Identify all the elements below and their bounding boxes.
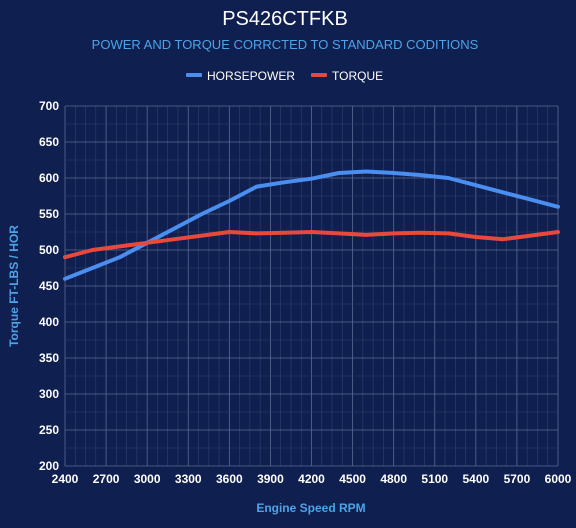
x-tick-label: 6000	[545, 472, 572, 486]
legend-swatch	[311, 73, 327, 77]
x-tick-label: 5400	[462, 472, 489, 486]
y-tick-label: 350	[39, 351, 59, 365]
y-axis-label: Torque FT-LBS / HOR	[7, 225, 21, 347]
y-tick-label: 200	[39, 459, 59, 473]
legend-label: TORQUE	[332, 69, 383, 83]
y-tick-label: 500	[39, 243, 59, 257]
x-axis-label: Engine Speed RPM	[256, 501, 365, 515]
chart-subtitle: POWER AND TORQUE CORRCTED TO STANDARD CO…	[92, 37, 479, 52]
legend-item-torque[interactable]: TORQUE	[311, 69, 383, 83]
x-tick-label: 4500	[339, 472, 366, 486]
y-tick-label: 650	[39, 135, 59, 149]
x-tick-label: 3000	[134, 472, 161, 486]
x-tick-label: 4200	[298, 472, 325, 486]
series-line-torque	[63, 230, 560, 260]
x-tick-label: 2400	[52, 472, 79, 486]
y-tick-label: 250	[39, 423, 59, 437]
x-tick-label: 3900	[257, 472, 284, 486]
x-axis-ticks: 2400 2700 3000 3300 3600 3900 4200 4500 4800 5100…	[52, 472, 572, 486]
y-axis-ticks: 200 250 300 350 400 450 500 550 600 650 700	[39, 99, 59, 473]
y-tick-label: 550	[39, 207, 59, 221]
legend-item-horsepower[interactable]: HORSEPOWER	[186, 69, 295, 83]
x-tick-label: 5700	[504, 472, 531, 486]
x-tick-label: 5100	[421, 472, 448, 486]
x-tick-label: 2700	[93, 472, 120, 486]
y-tick-label: 450	[39, 279, 59, 293]
x-tick-label: 3600	[216, 472, 243, 486]
legend-swatch	[186, 73, 202, 77]
grid	[64, 105, 559, 467]
x-tick-label: 4800	[380, 472, 407, 486]
y-tick-label: 400	[39, 315, 59, 329]
legend-label: HORSEPOWER	[207, 69, 295, 83]
y-tick-label: 700	[39, 99, 59, 113]
x-tick-label: 3300	[175, 472, 202, 486]
y-tick-label: 600	[39, 171, 59, 185]
chart-title: PS426CTFKB	[222, 8, 348, 30]
y-tick-label: 300	[39, 387, 59, 401]
series-lines	[63, 169, 560, 281]
legend[interactable]: HORSEPOWER TORQUE	[186, 69, 383, 83]
